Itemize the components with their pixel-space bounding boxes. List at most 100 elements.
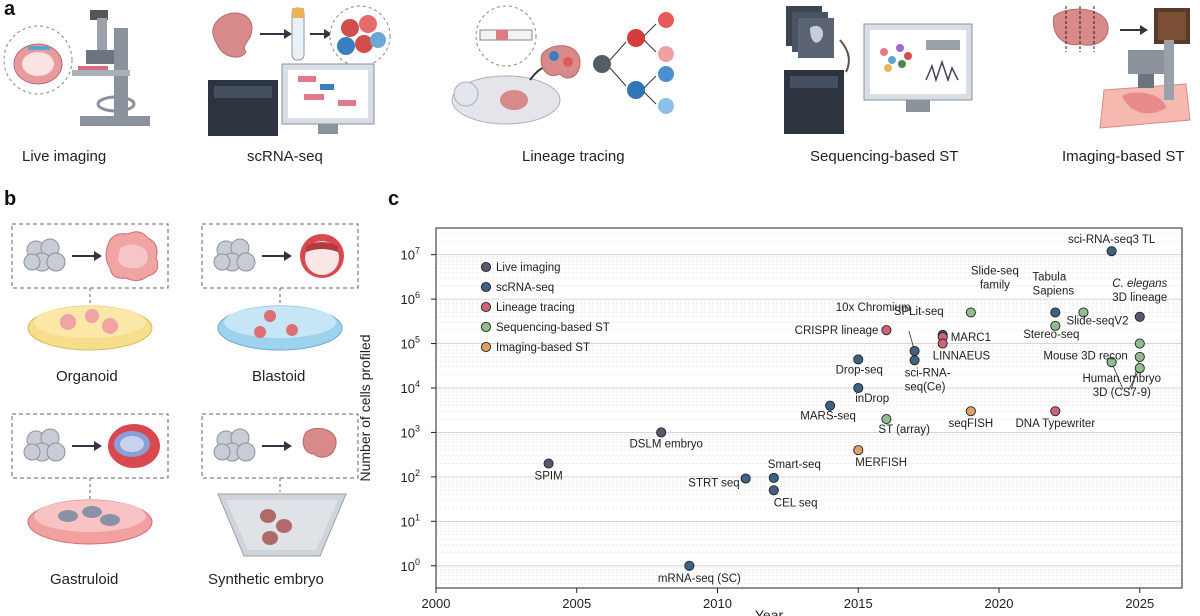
y-tick-label: 107: [401, 246, 420, 263]
panel-b-letter: b: [4, 188, 17, 210]
organoid-illustration: [11, 223, 169, 351]
data-point: [853, 382, 864, 394]
legend-label: Sequencing-based ST: [496, 322, 610, 334]
point-label: 3D lineage: [1112, 292, 1167, 304]
data-point: [768, 485, 779, 496]
point-label: SPLit-seq: [894, 306, 944, 318]
synthetic-embryo-illustration: [201, 413, 359, 557]
point-label: Drop-seq: [836, 364, 883, 376]
x-tick-label: 2010: [703, 596, 732, 611]
y-tick-label: 101: [401, 512, 420, 529]
chart-axes: 2000 2005 2010 2015 2020 2025 100 101 102 103 104 1…: [401, 246, 1155, 611]
point-label: LINNAEUS: [933, 351, 991, 363]
data-point: [1134, 311, 1145, 322]
data-point: [853, 445, 864, 456]
live-imaging-illustration: [3, 10, 150, 126]
data-point: [1050, 406, 1061, 417]
data-point: [1134, 338, 1145, 349]
y-tick-label: 103: [401, 423, 420, 440]
point-label: seq(Ce): [905, 381, 946, 393]
point-label: Mouse 3D recon: [1043, 351, 1127, 363]
point-label: sci-RNA-: [905, 367, 951, 379]
chart-annotations: SPIM DSLM embryo mRNA-seq (SC) STRT seq Smar…: [535, 234, 1168, 585]
panel-c-letter: c: [388, 188, 400, 210]
data-point: [1134, 363, 1145, 374]
chart-grid: [436, 232, 1182, 584]
point-label: Sapiens: [1033, 285, 1075, 297]
caption-blastoid: Blastoid: [252, 368, 306, 385]
x-tick-label: 2015: [844, 596, 873, 611]
point-label: MARC1: [951, 332, 991, 344]
legend-label: Imaging-based ST: [496, 342, 590, 354]
data-point: [1078, 307, 1089, 318]
chart-legend: Live imaging scRNA-seq Lineage tracing Sequ…: [480, 261, 610, 354]
point-label: CRISPR lineage: [795, 325, 879, 337]
legend-label: Lineage tracing: [496, 302, 575, 314]
point-label: MERFISH: [855, 457, 907, 469]
point-label: 3D (CS7-9): [1093, 387, 1151, 399]
data-point: [909, 345, 920, 357]
lineage-tracing-illustration: [451, 5, 674, 125]
y-tick-label: 102: [401, 468, 420, 485]
y-axis-title: Number of cells profiled: [357, 334, 373, 481]
data-point: [1134, 351, 1145, 362]
point-label: inDrop: [855, 393, 889, 405]
data-point: [1106, 246, 1117, 257]
point-label: MARS-seq: [800, 411, 856, 423]
point-label: Tabula: [1032, 271, 1066, 283]
point-label: Smart-seq: [768, 459, 821, 471]
point-label: C. elegans: [1112, 278, 1167, 290]
x-tick-label: 2020: [985, 596, 1014, 611]
gastruloid-illustration: [11, 413, 169, 545]
legend-label: Live imaging: [496, 262, 561, 274]
panel-a-letter: a: [4, 0, 16, 20]
caption-synthetic-embryo: Synthetic embryo: [208, 571, 324, 588]
sequencing-st-illustration: [784, 6, 973, 134]
data-point: [881, 414, 892, 425]
data-point: [768, 472, 779, 483]
data-point: [1050, 307, 1061, 318]
data-point: [965, 307, 976, 318]
caption-sequencing-based-st: Sequencing-based ST: [810, 148, 959, 165]
point-label: Stereo-seq: [1023, 329, 1079, 341]
caption-live-imaging: Live imaging: [22, 148, 107, 165]
point-label: DSLM embryo: [629, 438, 703, 450]
legend-marker: [480, 281, 492, 293]
point-label: SPIM: [535, 471, 563, 483]
data-point: [853, 354, 864, 365]
x-tick-label: 2005: [562, 596, 591, 611]
connector-line: [1130, 356, 1141, 390]
data-point: [937, 338, 948, 349]
data-point: [1106, 357, 1117, 368]
point-label: 10x Chromium: [836, 302, 911, 314]
legend-marker: [480, 341, 492, 353]
plot-frame: [435, 227, 1183, 589]
data-point: [965, 406, 976, 417]
cells-profiled-chart: 2000 2005 2010 2015 2020 2025 100 101 102 103 104 1…: [357, 227, 1183, 616]
data-point: [684, 560, 695, 571]
y-tick-label: 100: [401, 557, 420, 574]
data-point: [825, 400, 836, 411]
legend-marker: [480, 321, 492, 333]
scrna-seq-illustration: [208, 5, 391, 136]
point-label: Slide-seqV2: [1066, 315, 1128, 327]
x-tick-label: 2000: [422, 596, 451, 611]
point-label: CEL seq: [774, 497, 818, 509]
x-tick-label: 2025: [1125, 596, 1154, 611]
y-tick-label: 104: [401, 379, 420, 396]
data-point: [740, 473, 751, 484]
caption-lineage-tracing: Lineage tracing: [522, 148, 625, 165]
caption-gastruloid: Gastruloid: [50, 571, 119, 588]
data-point: [543, 458, 554, 469]
point-label: ST (array): [878, 424, 930, 436]
legend-marker: [480, 301, 492, 313]
caption-scrna-seq: scRNA-seq: [247, 148, 323, 165]
data-point: [1050, 320, 1061, 331]
legend-label: scRNA-seq: [496, 282, 554, 294]
caption-organoid: Organoid: [56, 368, 118, 385]
x-axis-title: Year: [755, 607, 784, 616]
point-label: STRT seq: [688, 477, 739, 489]
imaging-st-illustration: [1052, 6, 1191, 129]
legend-marker: [480, 261, 492, 273]
point-label: sci-RNA-seq3 TL: [1068, 234, 1156, 246]
